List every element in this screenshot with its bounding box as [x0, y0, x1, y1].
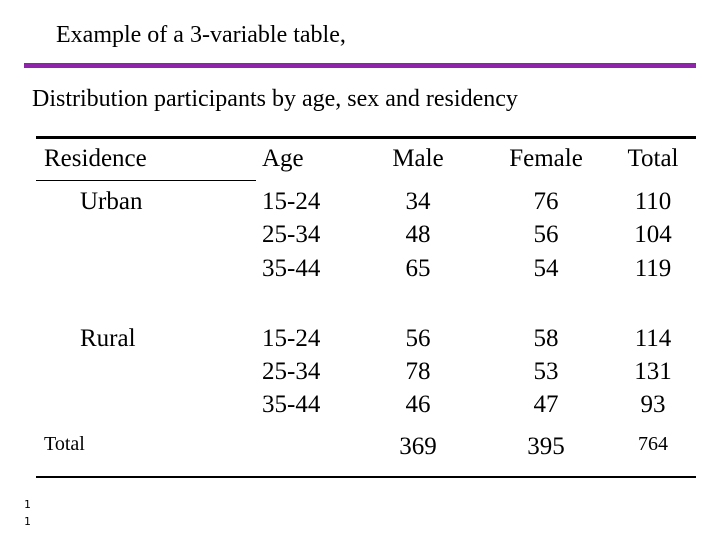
table-cell-female: 56 [533, 221, 559, 248]
totals-female: 395 [527, 433, 565, 460]
totals-male: 369 [399, 433, 437, 460]
table-cell-male: 56 [405, 325, 431, 352]
table-cell-total: 93 [640, 391, 666, 418]
totals-label: Total [44, 433, 85, 455]
header-total: Total [627, 145, 679, 172]
header-age: Age [262, 145, 304, 172]
table-cell-total: 110 [634, 188, 672, 215]
page-title: Example of a 3-variable table, [56, 22, 346, 48]
table-cell-male: 48 [405, 221, 431, 248]
table-cell-male: 46 [405, 391, 431, 418]
page-number: 1 1 [24, 498, 31, 528]
table-cell-female: 58 [533, 325, 559, 352]
table-cell-male: 34 [405, 188, 431, 215]
table-cell-female: 54 [533, 255, 559, 282]
table-cell-male: 65 [405, 255, 431, 282]
header-male: Male [392, 145, 444, 172]
table-cell-total: 104 [634, 221, 672, 248]
header-underline [36, 180, 256, 181]
residence-rural: Rural [80, 325, 136, 352]
table-top-border [36, 136, 696, 139]
table-cell-total: 114 [634, 325, 672, 352]
table-cell-age: 25-34 [262, 221, 321, 248]
table-cell-age: 15-24 [262, 325, 321, 352]
table-cell-age: 35-44 [262, 255, 321, 282]
title-divider [24, 63, 696, 68]
table-cell-total: 131 [634, 358, 672, 385]
table-cell-male: 78 [405, 358, 431, 385]
table-cell-female: 47 [533, 391, 559, 418]
table-cell-female: 76 [533, 188, 559, 215]
residence-urban: Urban [80, 188, 143, 215]
table-cell-age: 25-34 [262, 358, 321, 385]
header-residence: Residence [44, 145, 147, 172]
table-cell-age: 35-44 [262, 391, 321, 418]
table-caption: Distribution participants by age, sex an… [32, 86, 518, 112]
table-cell-total: 119 [634, 255, 672, 282]
table-bottom-border [36, 476, 696, 478]
table-cell-age: 15-24 [262, 188, 321, 215]
header-female: Female [509, 145, 583, 172]
totals-total: 764 [638, 433, 668, 455]
table-cell-female: 53 [533, 358, 559, 385]
